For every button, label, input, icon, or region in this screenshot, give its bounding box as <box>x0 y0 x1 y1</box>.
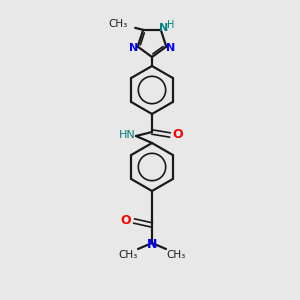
Text: CH₃: CH₃ <box>118 250 138 260</box>
Text: O: O <box>121 214 131 226</box>
Text: CH₃: CH₃ <box>108 19 127 29</box>
Text: H: H <box>167 20 175 30</box>
Text: HN: HN <box>118 130 135 140</box>
Text: CH₃: CH₃ <box>167 250 186 260</box>
Text: N: N <box>147 238 157 250</box>
Text: N: N <box>129 43 138 52</box>
Text: O: O <box>173 128 183 142</box>
Text: N: N <box>159 23 168 33</box>
Text: N: N <box>166 43 175 52</box>
